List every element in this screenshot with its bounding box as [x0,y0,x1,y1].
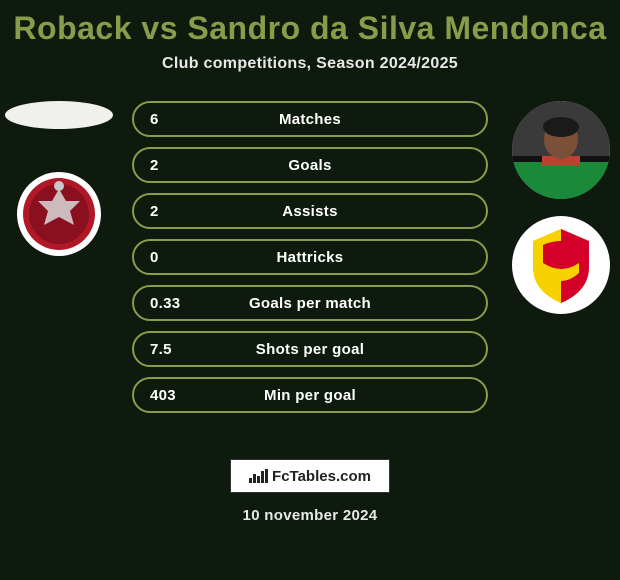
stat-value-left: 403 [150,387,176,404]
stat-label: Min per goal [134,387,486,404]
comparison-content: 6Matches2Goals2Assists0Hattricks0.33Goal… [0,101,620,441]
stat-value-left: 0.33 [150,295,180,312]
stat-row: 7.5Shots per goal [132,331,488,367]
stat-row: 2Assists [132,193,488,229]
player-left-column [4,101,114,257]
stat-label: Shots per goal [134,341,486,358]
stat-row: 2Goals [132,147,488,183]
stat-row: 0Hattricks [132,239,488,275]
player-left-club-logo [16,171,102,257]
stat-value-left: 7.5 [150,341,172,358]
stat-label: Goals per match [134,295,486,312]
stat-label: Hattricks [134,249,486,266]
stat-label: Goals [134,157,486,174]
player-left-photo [5,101,113,129]
player-right-club-logo [511,215,611,315]
brand-badge: FcTables.com [230,459,390,493]
player-right-photo [512,101,610,199]
stat-value-left: 0 [150,249,159,266]
comparison-subtitle: Club competitions, Season 2024/2025 [0,55,620,73]
stat-value-left: 2 [150,203,159,220]
stats-list: 6Matches2Goals2Assists0Hattricks0.33Goal… [132,101,488,423]
player-right-column [506,101,616,315]
comparison-title: Roback vs Sandro da Silva Mendonca [0,0,620,47]
stat-value-left: 6 [150,111,159,128]
stat-value-left: 2 [150,157,159,174]
stat-row: 403Min per goal [132,377,488,413]
stat-label: Matches [134,111,486,128]
stat-label: Assists [134,203,486,220]
brand-text: FcTables.com [272,468,371,485]
stat-row: 0.33Goals per match [132,285,488,321]
footer-date: 10 november 2024 [0,507,620,524]
stat-row: 6Matches [132,101,488,137]
bar-chart-icon [249,469,268,483]
